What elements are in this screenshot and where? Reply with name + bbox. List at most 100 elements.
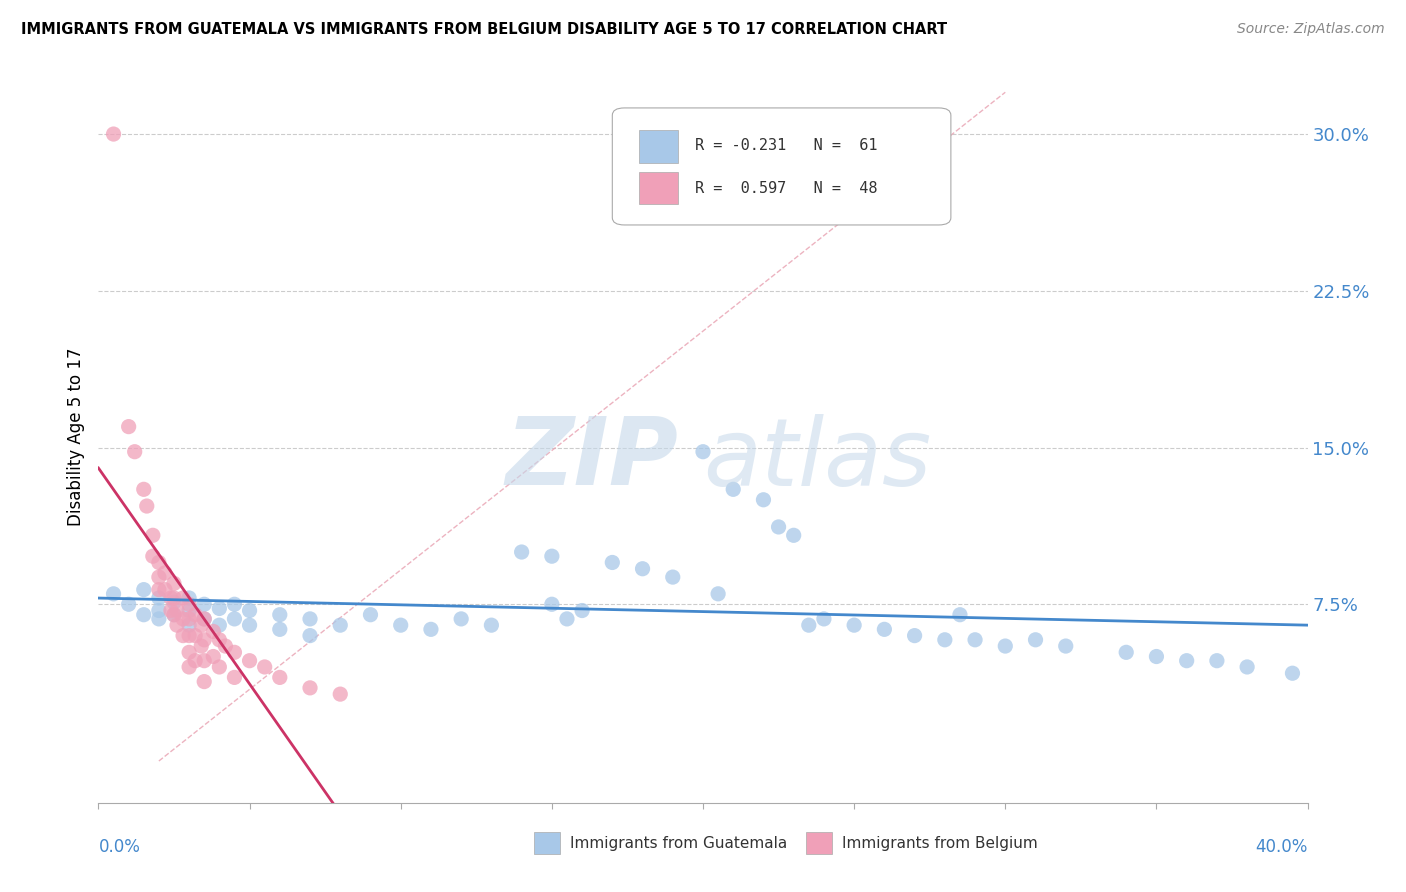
Bar xyxy=(806,832,832,854)
Point xyxy=(163,576,186,591)
Point xyxy=(179,618,201,632)
Point xyxy=(661,570,683,584)
Point xyxy=(193,612,215,626)
Point xyxy=(253,660,276,674)
Point xyxy=(153,582,176,597)
Point xyxy=(752,492,775,507)
Point xyxy=(389,618,412,632)
Point xyxy=(135,499,157,513)
Point xyxy=(602,556,624,570)
Point xyxy=(844,618,866,632)
Point xyxy=(329,687,352,701)
Point xyxy=(160,591,183,605)
Point xyxy=(797,618,820,632)
Point xyxy=(208,660,231,674)
Point xyxy=(202,649,225,664)
Point xyxy=(631,562,654,576)
Point xyxy=(166,618,188,632)
Point xyxy=(994,639,1017,653)
Point xyxy=(179,660,201,674)
Point xyxy=(540,549,562,564)
Point xyxy=(1236,660,1258,674)
Point xyxy=(208,632,231,647)
Point xyxy=(450,612,472,626)
Point xyxy=(904,629,927,643)
Point xyxy=(190,618,212,632)
Text: ZIP: ZIP xyxy=(506,413,679,505)
Point xyxy=(965,632,987,647)
Point xyxy=(118,597,141,611)
Point xyxy=(783,528,806,542)
Point xyxy=(269,607,291,622)
Point xyxy=(269,670,291,684)
Point xyxy=(1024,632,1046,647)
Point xyxy=(723,483,745,497)
Point xyxy=(179,645,201,659)
Point xyxy=(481,618,503,632)
Point xyxy=(420,623,443,637)
Point xyxy=(179,629,201,643)
Point xyxy=(1054,639,1077,653)
Point xyxy=(1144,649,1167,664)
Point xyxy=(184,607,207,622)
Point xyxy=(299,681,322,695)
Text: Immigrants from Guatemala: Immigrants from Guatemala xyxy=(569,836,787,851)
Point xyxy=(103,587,125,601)
Point xyxy=(179,597,201,611)
Point xyxy=(934,632,956,647)
Point xyxy=(193,632,215,647)
Point xyxy=(148,556,170,570)
Point xyxy=(132,607,155,622)
Text: Source: ZipAtlas.com: Source: ZipAtlas.com xyxy=(1237,22,1385,37)
Point xyxy=(132,483,155,497)
Point xyxy=(360,607,382,622)
Point xyxy=(142,549,165,564)
Point xyxy=(193,654,215,668)
Point xyxy=(1281,666,1303,681)
Point xyxy=(163,607,186,622)
Point xyxy=(299,612,322,626)
Point xyxy=(193,597,215,611)
Point xyxy=(224,597,246,611)
Point xyxy=(208,601,231,615)
Point xyxy=(153,566,176,580)
Text: 40.0%: 40.0% xyxy=(1256,838,1308,855)
Point xyxy=(148,570,170,584)
Point xyxy=(768,520,790,534)
Point xyxy=(179,603,201,617)
Point xyxy=(299,629,322,643)
Point xyxy=(179,591,201,605)
Point xyxy=(510,545,533,559)
Point xyxy=(540,597,562,611)
Point xyxy=(949,607,972,622)
Point xyxy=(571,603,593,617)
Text: R =  0.597   N =  48: R = 0.597 N = 48 xyxy=(695,181,877,196)
Point xyxy=(193,612,215,626)
Point xyxy=(239,603,262,617)
Point xyxy=(148,591,170,605)
Point xyxy=(193,674,215,689)
Bar xyxy=(534,832,561,854)
Point xyxy=(214,639,236,653)
Point xyxy=(179,612,201,626)
Point xyxy=(873,623,896,637)
Point xyxy=(163,591,186,605)
Text: atlas: atlas xyxy=(703,414,931,505)
Point xyxy=(172,591,194,605)
Point xyxy=(148,582,170,597)
Point xyxy=(172,612,194,626)
Point xyxy=(163,595,186,609)
Point xyxy=(329,618,352,632)
Point xyxy=(184,654,207,668)
Point xyxy=(239,618,262,632)
Point xyxy=(172,629,194,643)
Point xyxy=(103,127,125,141)
Point xyxy=(555,612,578,626)
Point xyxy=(124,444,146,458)
Point xyxy=(239,654,262,668)
Point xyxy=(224,645,246,659)
Point xyxy=(184,629,207,643)
Text: IMMIGRANTS FROM GUATEMALA VS IMMIGRANTS FROM BELGIUM DISABILITY AGE 5 TO 17 CORR: IMMIGRANTS FROM GUATEMALA VS IMMIGRANTS … xyxy=(21,22,948,37)
Point xyxy=(163,607,186,622)
Text: 0.0%: 0.0% xyxy=(98,838,141,855)
